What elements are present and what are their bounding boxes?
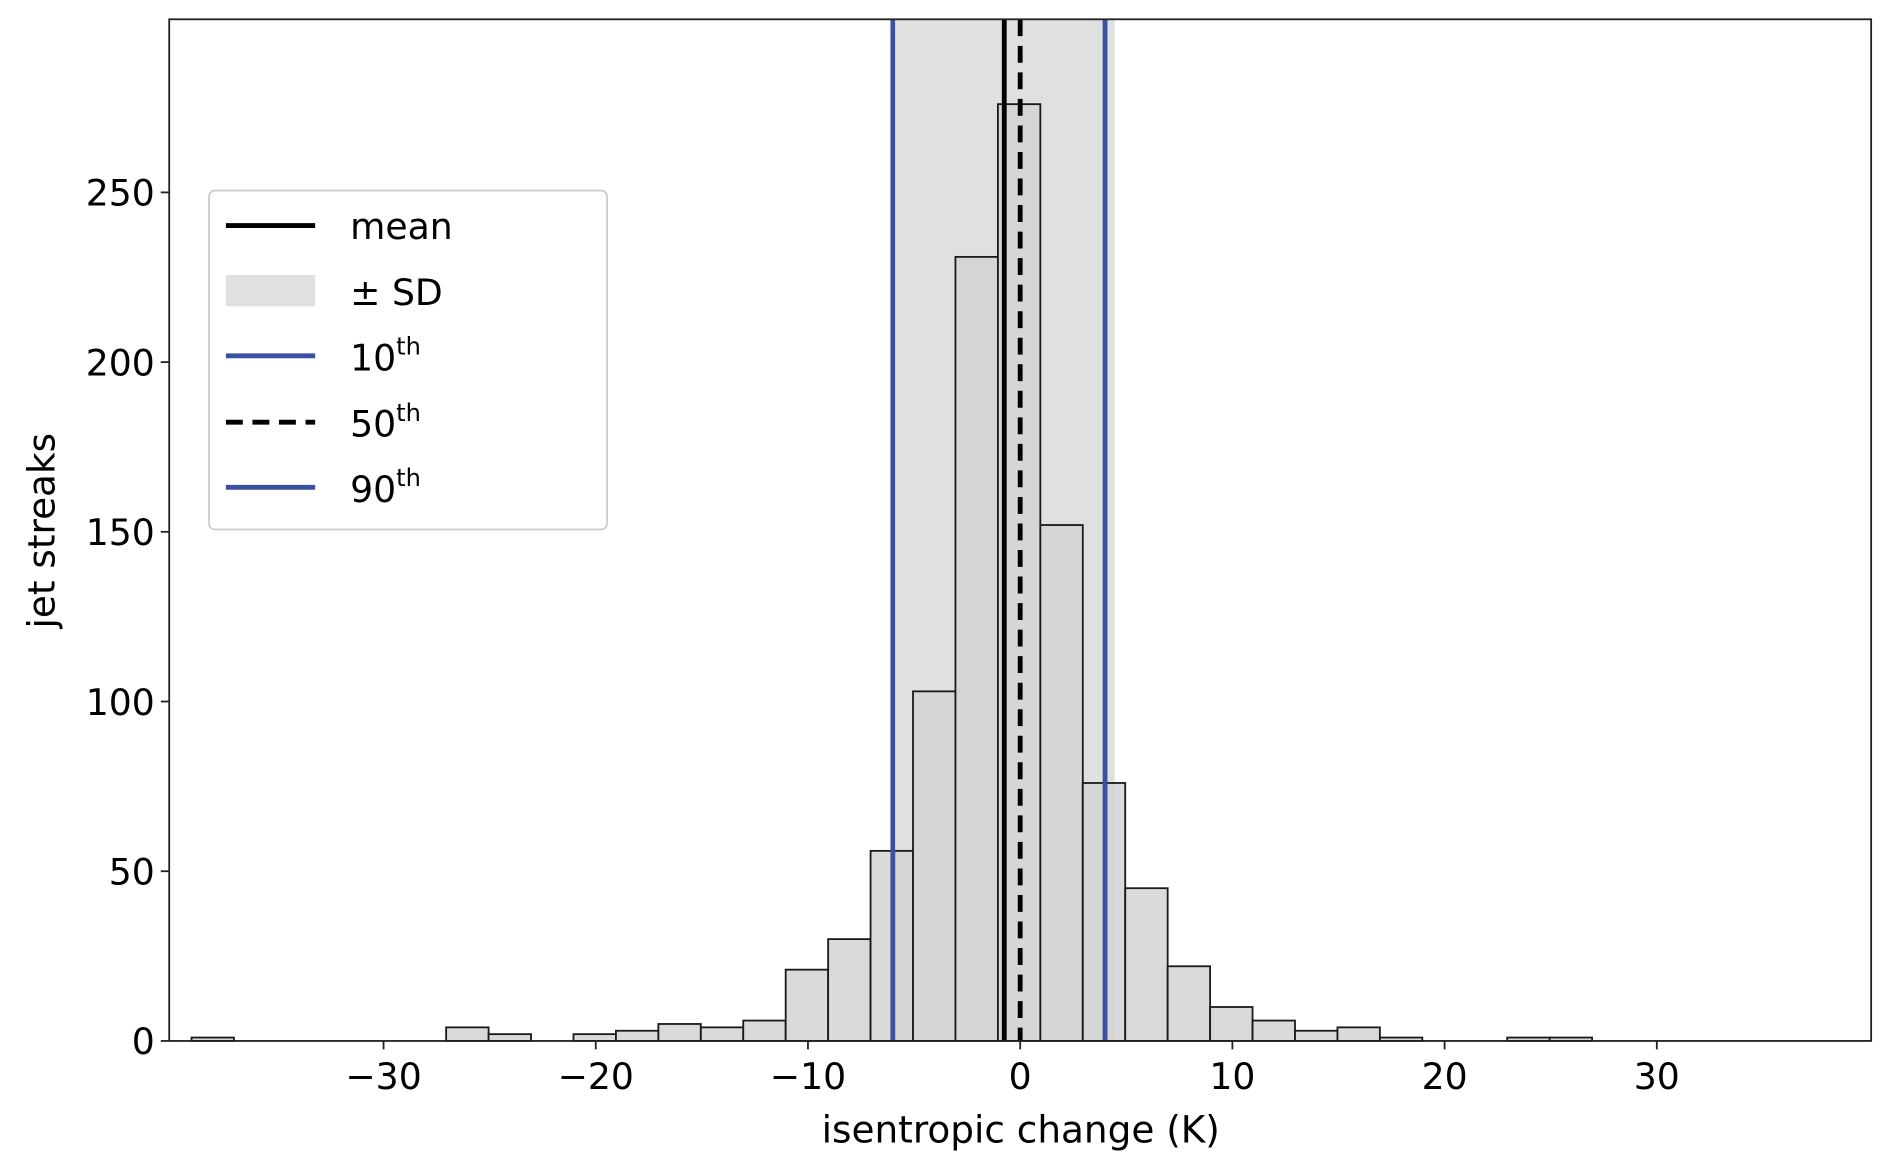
legend-p10-number: 10	[350, 336, 396, 379]
histogram-bar-14	[784, 968, 830, 1042]
histogram-bar-10	[615, 1029, 660, 1042]
x-tick-label: −20	[558, 1055, 634, 1098]
legend-p90-number: 90	[350, 468, 396, 511]
histogram-bar-27	[1336, 1026, 1381, 1042]
legend-p50-sup: th	[396, 399, 421, 427]
legend-sd-swatch	[225, 275, 316, 307]
legend-mean-label: mean	[350, 205, 453, 248]
x-axis: −30 −20 −10 0 10 20 30	[345, 1040, 1680, 1098]
legend-p90-sup: th	[396, 464, 421, 492]
y-tick-label: 50	[109, 850, 155, 893]
x-tick-label: −30	[345, 1055, 421, 1098]
x-axis-label: isentropic change (K)	[822, 1107, 1220, 1151]
stat-lines-layer	[890, 19, 1108, 1041]
legend-p50-number: 50	[350, 403, 396, 446]
legend-p50-label: 50th	[350, 399, 421, 446]
x-tick-label: 30	[1634, 1055, 1680, 1098]
histogram-bar-25	[1251, 1019, 1296, 1042]
histogram-bar-26	[1294, 1029, 1339, 1042]
legend-p10-label: 10th	[350, 333, 421, 380]
histogram-bar-22	[1124, 887, 1169, 1042]
histogram-bar-7	[487, 1033, 532, 1042]
histogram-bar-20	[1039, 524, 1084, 1042]
histogram-bar-12	[699, 1026, 745, 1042]
y-tick-label: 100	[86, 681, 155, 724]
bars-layer	[190, 103, 1593, 1042]
histogram-bar-18	[954, 255, 999, 1042]
x-tick-label: 20	[1422, 1055, 1468, 1098]
legend: mean ± SD 10th 50th 90th	[208, 189, 608, 531]
legend-sd-label: ± SD	[350, 271, 443, 314]
histogram-bar-23	[1166, 965, 1212, 1042]
y-axis-label: jet streaks	[20, 433, 64, 630]
y-tick-label: 250	[86, 172, 155, 215]
x-tick-label: 10	[1209, 1055, 1255, 1098]
histogram-bar-6	[445, 1026, 490, 1042]
histogram-bar-9	[572, 1033, 617, 1042]
histogram-bar-24	[1209, 1006, 1254, 1042]
histogram-bar-11	[657, 1023, 702, 1042]
legend-p90-label: 90th	[350, 464, 421, 511]
y-tick-label: 200	[86, 341, 155, 384]
histogram-bar-13	[742, 1019, 787, 1042]
legend-p10-sup: th	[396, 333, 421, 361]
x-tick-label: −10	[770, 1055, 846, 1098]
histogram-bar-17	[912, 690, 957, 1042]
histogram-bar-15	[827, 938, 872, 1042]
x-tick-label: 0	[1009, 1055, 1032, 1098]
y-tick-label: 0	[132, 1020, 155, 1063]
y-tick-label: 150	[86, 511, 155, 554]
y-axis: 0 50 100 150 200 250	[86, 172, 170, 1063]
